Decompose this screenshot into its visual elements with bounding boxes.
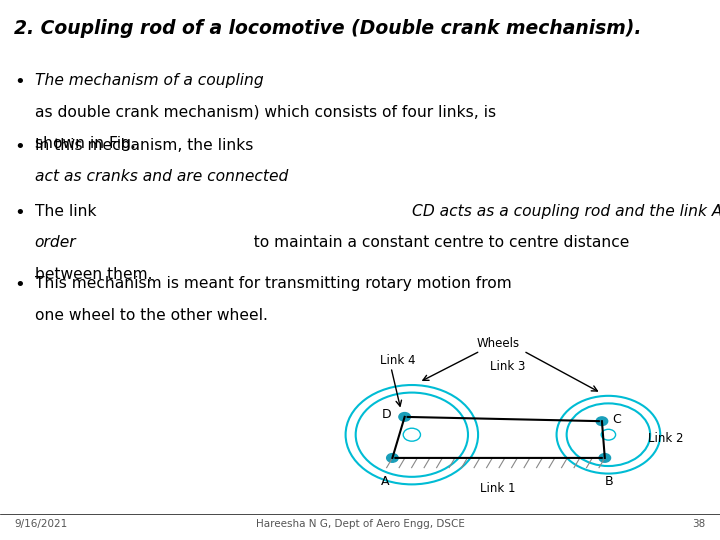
Circle shape bbox=[399, 413, 410, 421]
Text: as double crank mechanism) which consists of four links, is: as double crank mechanism) which consist… bbox=[35, 104, 495, 119]
Text: to maintain a constant centre to centre distance: to maintain a constant centre to centre … bbox=[244, 235, 629, 251]
Text: This mechanism is meant for transmitting rotary motion from: This mechanism is meant for transmitting… bbox=[35, 276, 511, 292]
Text: •: • bbox=[14, 204, 25, 222]
Text: Link 4: Link 4 bbox=[380, 354, 415, 367]
Text: C: C bbox=[612, 413, 621, 426]
Circle shape bbox=[596, 417, 608, 426]
Text: 2. Coupling rod of a locomotive (Double crank mechanism).: 2. Coupling rod of a locomotive (Double … bbox=[14, 19, 642, 38]
Text: The link: The link bbox=[35, 204, 101, 219]
Text: •: • bbox=[14, 276, 25, 294]
Text: Wheels: Wheels bbox=[477, 337, 520, 350]
Circle shape bbox=[599, 454, 611, 462]
Text: Link 1: Link 1 bbox=[480, 482, 516, 495]
Text: A: A bbox=[381, 475, 390, 488]
Text: 38: 38 bbox=[693, 519, 706, 530]
Text: B: B bbox=[605, 475, 613, 488]
Text: one wheel to the other wheel.: one wheel to the other wheel. bbox=[35, 308, 267, 323]
Text: 9/16/2021: 9/16/2021 bbox=[14, 519, 68, 530]
Text: D: D bbox=[382, 408, 392, 421]
Text: •: • bbox=[14, 138, 25, 156]
Text: CD acts as a coupling rod and the link AB is fixed in: CD acts as a coupling rod and the link A… bbox=[412, 204, 720, 219]
Text: •: • bbox=[14, 73, 25, 91]
Text: Link 3: Link 3 bbox=[490, 360, 525, 373]
Text: Hareesha N G, Dept of Aero Engg, DSCE: Hareesha N G, Dept of Aero Engg, DSCE bbox=[256, 519, 464, 530]
Text: order: order bbox=[35, 235, 76, 251]
Circle shape bbox=[387, 454, 398, 462]
Text: between them.: between them. bbox=[35, 267, 152, 282]
Text: shown in Fig.: shown in Fig. bbox=[35, 136, 135, 151]
Text: Link 2: Link 2 bbox=[648, 432, 683, 445]
Text: act as cranks and are connected: act as cranks and are connected bbox=[35, 169, 288, 184]
Text: In this mechanism, the links: In this mechanism, the links bbox=[35, 138, 258, 153]
Text: The mechanism of a coupling: The mechanism of a coupling bbox=[35, 73, 264, 88]
